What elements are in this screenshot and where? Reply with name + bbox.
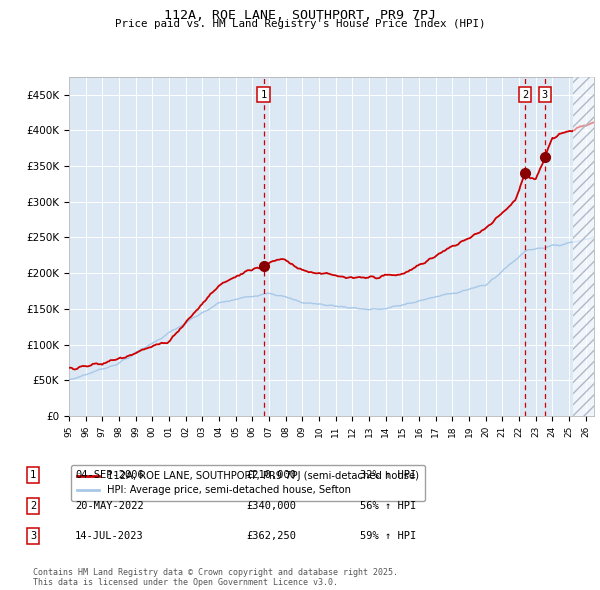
- Text: 1: 1: [30, 470, 36, 480]
- Text: Price paid vs. HM Land Registry's House Price Index (HPI): Price paid vs. HM Land Registry's House …: [115, 19, 485, 30]
- Text: £210,000: £210,000: [246, 470, 296, 480]
- Text: Contains HM Land Registry data © Crown copyright and database right 2025.
This d: Contains HM Land Registry data © Crown c…: [33, 568, 398, 587]
- Text: 2: 2: [522, 90, 529, 100]
- Text: £340,000: £340,000: [246, 501, 296, 510]
- Text: 3: 3: [30, 532, 36, 541]
- Bar: [573, 77, 600, 416]
- Text: £362,250: £362,250: [246, 532, 296, 541]
- Text: 14-JUL-2023: 14-JUL-2023: [75, 532, 144, 541]
- Text: 112A, ROE LANE, SOUTHPORT, PR9 7PJ: 112A, ROE LANE, SOUTHPORT, PR9 7PJ: [164, 9, 436, 22]
- Text: 2: 2: [30, 501, 36, 510]
- Legend: 112A, ROE LANE, SOUTHPORT, PR9 7PJ (semi-detached house), HPI: Average price, se: 112A, ROE LANE, SOUTHPORT, PR9 7PJ (semi…: [71, 465, 425, 501]
- Text: 1: 1: [260, 90, 266, 100]
- Text: 3: 3: [542, 90, 548, 100]
- Text: 59% ↑ HPI: 59% ↑ HPI: [360, 532, 416, 541]
- Text: 56% ↑ HPI: 56% ↑ HPI: [360, 501, 416, 510]
- Text: 04-SEP-2006: 04-SEP-2006: [75, 470, 144, 480]
- Bar: [573, 77, 600, 416]
- Text: 32% ↑ HPI: 32% ↑ HPI: [360, 470, 416, 480]
- Text: 20-MAY-2022: 20-MAY-2022: [75, 501, 144, 510]
